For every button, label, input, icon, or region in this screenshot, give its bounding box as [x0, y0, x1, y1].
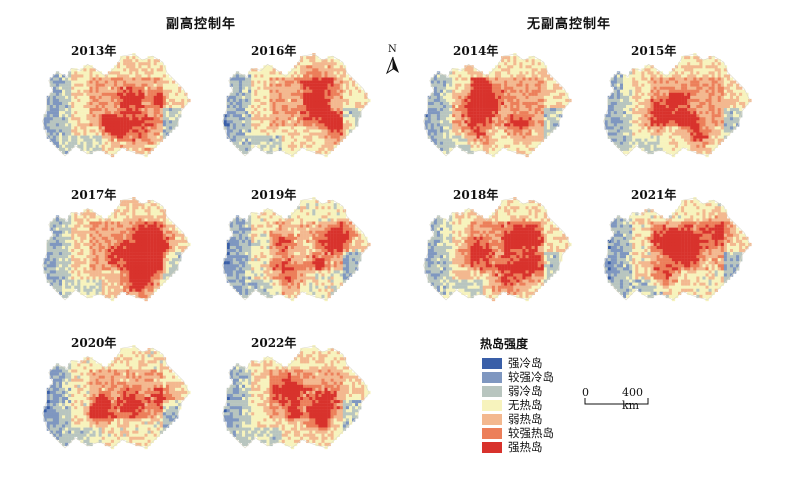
- year-label: 2019年: [251, 188, 297, 202]
- heat-island-map: [217, 194, 377, 304]
- map-svg: [222, 345, 371, 450]
- heat-island-map: [598, 194, 758, 304]
- heat-island-map: [418, 50, 578, 160]
- legend-item: 较强热岛: [482, 426, 554, 440]
- map-svg: [42, 345, 191, 450]
- legend-swatch: [482, 441, 502, 453]
- year-label: 2021年: [631, 188, 677, 202]
- north-label: N: [388, 44, 397, 55]
- north-arrow-icon: [385, 56, 399, 75]
- map-svg: [222, 53, 371, 158]
- year-label: 2017年: [71, 188, 117, 202]
- legend-item: 弱冷岛: [482, 384, 554, 398]
- year-label: 2022年: [251, 336, 297, 350]
- legend-item: 无热岛: [482, 398, 554, 412]
- legend-swatch: [482, 399, 502, 411]
- group-title-with-control: 副高控制年: [166, 17, 237, 32]
- heat-island-map: [37, 342, 197, 452]
- heat-island-map: [37, 50, 197, 160]
- year-label: 2014年: [453, 44, 499, 58]
- legend-label: 较强冷岛: [508, 370, 554, 384]
- heat-island-map: [418, 194, 578, 304]
- year-label: 2015年: [631, 44, 677, 58]
- legend: 热岛强度 强冷岛 较强冷岛 弱冷岛 无热岛 弱热岛 较强热岛 强热岛: [480, 335, 554, 454]
- year-label: 2016年: [251, 44, 297, 58]
- map-svg: [603, 197, 752, 302]
- legend-item: 强热岛: [482, 440, 554, 454]
- legend-swatch: [482, 371, 502, 383]
- north-arrow: N: [383, 44, 403, 79]
- scale-end: 400 km: [622, 386, 643, 412]
- heat-island-map: [598, 50, 758, 160]
- scale-bar: 0 400 km: [582, 386, 662, 416]
- legend-swatch: [482, 357, 502, 369]
- legend-label: 强热岛: [508, 440, 543, 454]
- year-label: 2018年: [453, 188, 499, 202]
- group-title-without-control: 无副高控制年: [527, 17, 612, 32]
- year-label: 2013年: [71, 44, 117, 58]
- heat-island-map: [37, 194, 197, 304]
- legend-title: 热岛强度: [480, 337, 529, 351]
- legend-item: 较强冷岛: [482, 370, 554, 384]
- map-svg: [423, 53, 572, 158]
- scale-zero: 0: [582, 386, 589, 399]
- legend-item: 强冷岛: [482, 356, 554, 370]
- map-svg: [42, 197, 191, 302]
- legend-label: 无热岛: [508, 398, 543, 412]
- legend-swatch: [482, 427, 502, 439]
- year-label: 2020年: [71, 336, 117, 350]
- heat-island-map: [217, 342, 377, 452]
- legend-swatch: [482, 385, 502, 397]
- legend-label: 较强热岛: [508, 426, 554, 440]
- map-svg: [423, 197, 572, 302]
- map-svg: [42, 53, 191, 158]
- heat-island-map: [217, 50, 377, 160]
- legend-swatch: [482, 413, 502, 425]
- map-svg: [603, 53, 752, 158]
- legend-label: 弱热岛: [508, 412, 543, 426]
- map-svg: [222, 197, 371, 302]
- legend-label: 弱冷岛: [508, 384, 543, 398]
- legend-item: 弱热岛: [482, 412, 554, 426]
- legend-label: 强冷岛: [508, 356, 543, 370]
